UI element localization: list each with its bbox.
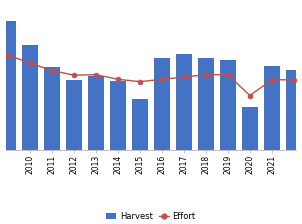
Bar bbox=[110, 81, 126, 150]
Bar bbox=[242, 107, 258, 150]
Legend: Harvest, Effort: Harvest, Effort bbox=[103, 209, 199, 224]
Bar bbox=[264, 66, 280, 150]
Bar bbox=[285, 70, 302, 150]
Bar bbox=[154, 58, 170, 150]
Bar bbox=[132, 99, 148, 150]
Bar bbox=[66, 80, 82, 150]
Bar bbox=[176, 54, 192, 150]
Bar bbox=[0, 21, 17, 150]
Bar bbox=[22, 45, 38, 150]
Bar bbox=[198, 58, 214, 150]
Bar bbox=[44, 67, 60, 150]
Bar bbox=[88, 76, 104, 150]
Bar bbox=[220, 60, 236, 150]
